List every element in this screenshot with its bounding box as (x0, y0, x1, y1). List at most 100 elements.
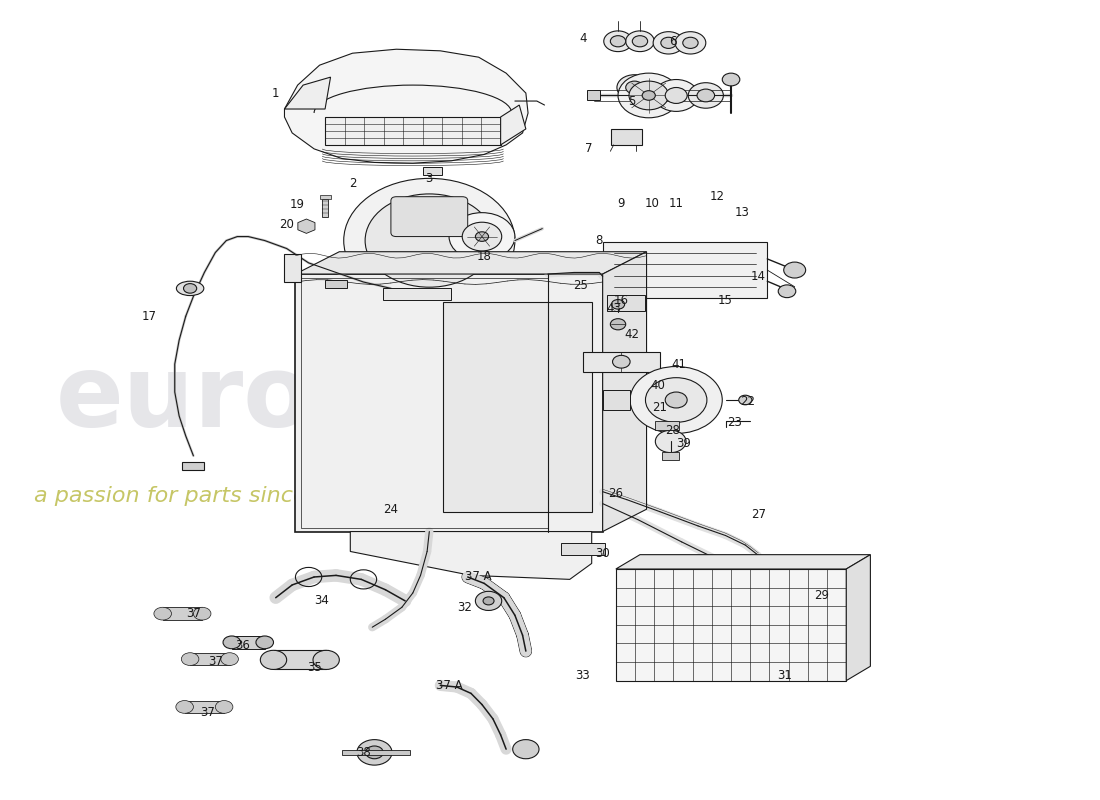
Text: 42: 42 (625, 328, 640, 341)
Polygon shape (603, 252, 647, 531)
Text: 21: 21 (652, 402, 668, 414)
Circle shape (666, 87, 688, 103)
Circle shape (626, 31, 654, 52)
Circle shape (656, 430, 686, 453)
Text: 41: 41 (671, 358, 686, 370)
Circle shape (617, 74, 652, 100)
Circle shape (646, 378, 707, 422)
Text: 38: 38 (356, 746, 371, 759)
Polygon shape (616, 554, 870, 569)
Circle shape (221, 653, 239, 666)
Text: 43: 43 (606, 302, 621, 315)
Text: 19: 19 (290, 198, 305, 211)
Text: 35: 35 (307, 661, 321, 674)
Circle shape (653, 32, 684, 54)
Text: 14: 14 (751, 270, 766, 283)
Bar (190, 653, 230, 666)
Circle shape (739, 395, 752, 405)
Circle shape (626, 81, 644, 94)
Circle shape (449, 213, 515, 261)
Circle shape (630, 366, 723, 434)
Circle shape (683, 38, 698, 49)
Polygon shape (298, 219, 315, 234)
Bar (603, 242, 768, 298)
Circle shape (365, 746, 383, 758)
Circle shape (661, 38, 676, 49)
Polygon shape (326, 281, 346, 288)
Polygon shape (846, 554, 870, 681)
Circle shape (343, 178, 515, 302)
Text: 2: 2 (349, 177, 356, 190)
Circle shape (154, 607, 172, 620)
Text: 32: 32 (456, 601, 472, 614)
Circle shape (184, 284, 197, 293)
Bar (607, 294, 646, 310)
Circle shape (629, 81, 669, 110)
Text: europarts: europarts (56, 351, 609, 449)
Text: 25: 25 (573, 279, 588, 293)
Circle shape (697, 89, 715, 102)
Circle shape (194, 607, 211, 620)
Polygon shape (583, 352, 660, 372)
Text: 3: 3 (426, 172, 433, 185)
Text: 1: 1 (272, 86, 279, 99)
Circle shape (612, 299, 625, 309)
Polygon shape (603, 390, 630, 410)
Text: 37 A: 37 A (465, 570, 492, 583)
Text: 13: 13 (735, 206, 749, 219)
Bar (274, 650, 327, 670)
Ellipse shape (176, 282, 204, 295)
Text: 33: 33 (575, 669, 591, 682)
Circle shape (666, 392, 688, 408)
Bar (341, 750, 409, 754)
Circle shape (256, 636, 274, 649)
Bar (232, 636, 265, 649)
Text: 29: 29 (815, 589, 829, 602)
Text: 36: 36 (235, 639, 250, 652)
Text: 15: 15 (718, 294, 733, 307)
Circle shape (610, 36, 626, 47)
Bar (612, 129, 642, 145)
Text: 40: 40 (650, 379, 666, 392)
Polygon shape (383, 288, 451, 300)
Circle shape (356, 740, 392, 765)
Circle shape (176, 701, 194, 714)
Text: 39: 39 (676, 438, 691, 450)
Bar (320, 195, 331, 199)
Text: 30: 30 (595, 546, 610, 559)
Text: 22: 22 (740, 395, 755, 408)
Polygon shape (326, 117, 500, 145)
Polygon shape (285, 50, 528, 163)
Text: 37: 37 (186, 607, 201, 620)
Text: 5: 5 (628, 94, 636, 107)
Circle shape (365, 194, 494, 287)
Polygon shape (183, 462, 205, 470)
Text: 10: 10 (645, 198, 660, 210)
Text: 12: 12 (710, 190, 724, 203)
Text: 11: 11 (669, 198, 684, 210)
Circle shape (654, 79, 698, 111)
Circle shape (483, 597, 494, 605)
Polygon shape (500, 105, 526, 145)
Circle shape (604, 31, 632, 52)
Circle shape (610, 318, 626, 330)
Circle shape (613, 355, 630, 368)
Text: 24: 24 (384, 502, 398, 516)
Bar (587, 90, 601, 100)
Text: a passion for parts since 1985: a passion for parts since 1985 (34, 486, 371, 506)
Circle shape (689, 82, 724, 108)
Text: 26: 26 (608, 486, 624, 500)
Polygon shape (285, 254, 301, 282)
Circle shape (216, 701, 233, 714)
Text: 37 A: 37 A (436, 679, 462, 692)
Bar (662, 452, 680, 460)
Circle shape (778, 285, 795, 298)
Text: 18: 18 (476, 250, 492, 263)
Text: 9: 9 (617, 198, 625, 210)
Text: 20: 20 (279, 218, 294, 231)
Text: 27: 27 (751, 507, 766, 521)
Circle shape (642, 90, 656, 100)
Text: 34: 34 (315, 594, 329, 607)
Polygon shape (296, 274, 603, 531)
Text: 28: 28 (666, 424, 680, 437)
